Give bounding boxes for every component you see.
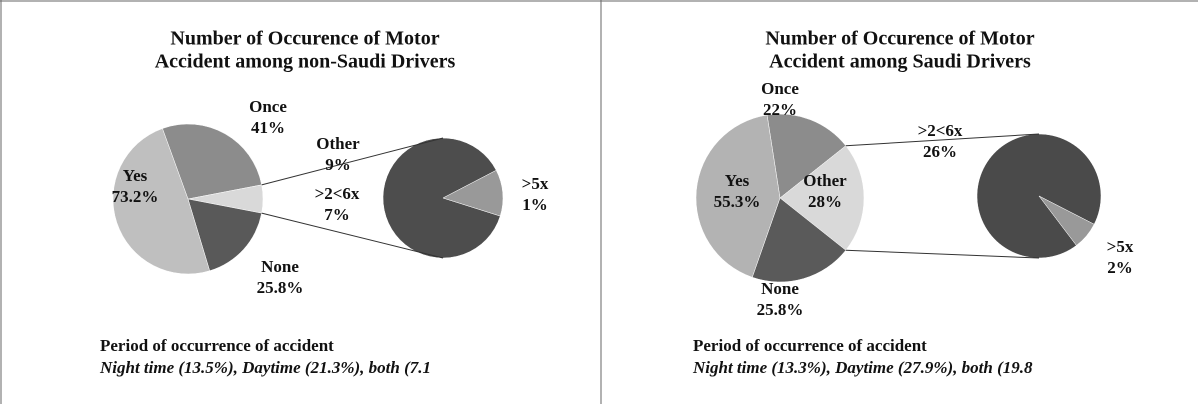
pie-slice [766,113,847,199]
slice-value: 41% [251,118,285,137]
footer-text: Night time (13.3%), Daytime (27.9%), bot… [692,358,1033,377]
footer-text: Night time (13.5%), Daytime (21.3%), bot… [99,358,431,377]
slice-name: Other [316,134,360,153]
secondary-name: >5x [1107,237,1134,256]
connector [845,133,1040,147]
chart-title: Accident among non-Saudi Drivers [155,51,456,73]
slice-name: Yes [123,166,148,185]
pie-slice [187,198,262,272]
slice-value: 25.8% [757,300,804,319]
secondary-value: 1% [522,195,548,214]
secondary-name: >2<6x [315,184,360,203]
slice-value: 73.2% [112,187,159,206]
footer-heading: Period of occurrence of accident [100,336,334,355]
slice-name: Yes [725,171,750,190]
slice-value: 9% [325,155,351,174]
slice-name: None [761,279,799,298]
secondary-slice [442,169,504,217]
pie-slice [751,197,847,283]
chart-title: Number of Occurence of Motor [170,28,439,50]
slice-name: Once [761,79,799,98]
secondary-name: >5x [522,174,549,193]
footer-heading: Period of occurrence of accident [693,336,927,355]
connector [261,212,444,259]
pie-slice [779,145,865,251]
chart-title: Number of Occurence of Motor [765,28,1034,50]
slice-value: 28% [808,192,842,211]
slice-value: 25.8% [257,278,304,297]
slice-value: 55.3% [714,192,761,211]
secondary-value: 26% [923,142,957,161]
slice-name: None [261,257,299,276]
slice-name: Once [249,97,287,116]
secondary-name: >2<6x [918,121,963,140]
slice-name: Other [803,171,847,190]
secondary-value: 2% [1107,258,1133,277]
secondary-value: 7% [324,205,350,224]
pie-slice [162,123,262,200]
connector [261,137,444,186]
chart-title: Accident among Saudi Drivers [769,51,1031,73]
connector [845,249,1040,259]
pie-slice [695,114,781,278]
secondary-slice [1038,195,1095,246]
secondary-slice [382,137,501,259]
pie-slice [112,128,210,275]
slice-value: 22% [763,100,797,119]
